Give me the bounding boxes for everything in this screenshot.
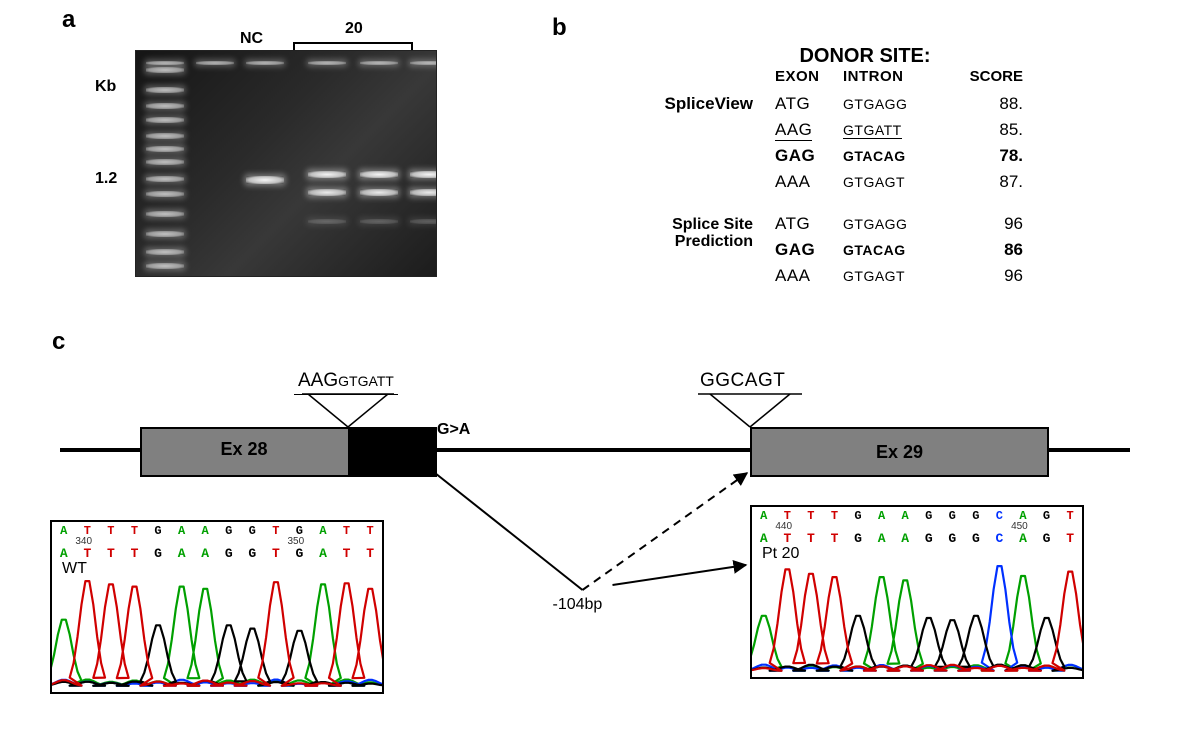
donor-exon-seq: AAA [775,172,843,192]
gel-sample-band [410,171,437,178]
panel-label-b: b [552,14,567,42]
gel-sample-band [360,189,398,196]
donor-title: DONOR SITE: [605,45,1125,68]
donor-intron-seq: GTGATT [843,122,953,139]
chromat-traces [52,522,382,692]
gel-ladder-band [146,211,184,217]
donor-row: AAAGTGAGT96 [605,266,1125,292]
donor-row: GAGGTACAG78. [605,146,1125,172]
donor-exon-seq: ATG [775,214,843,234]
gel-sample-band [308,189,346,196]
genomic-line-right [1045,448,1130,452]
donor-intron-seq: GTGAGT [843,268,953,284]
donor-intron-seq: GTGAGG [843,96,953,112]
chromat-traces [752,507,1082,677]
donor-intron-seq: GTACAG [843,242,953,258]
gel-ladder-band [146,103,184,109]
donor-score: 88. [953,94,1023,114]
figure-root: a b c NC 20 Kb 1.2 DONOR SITE: EXON INTR… [0,0,1200,733]
gel-ladder-band [146,191,184,197]
panel-a-gel: NC 20 Kb 1.2 [95,20,460,290]
gel-well [308,61,346,65]
donor-score: 96 [953,214,1023,234]
gel-ladder-band [146,231,184,237]
exon-29: Ex 29 [750,427,1049,477]
donor-exon-seq: AAA [775,266,843,286]
chromatogram-pt20: ATTTGAAGGGCAGT440450ATTTGAAGGGCAGTPt 20 [750,505,1084,679]
panel-b-donor-table: DONOR SITE: EXON INTRON SCORE SpliceView… [605,45,1125,292]
bracket-right-tick [411,42,413,50]
gel-well [246,61,284,65]
donor-intron-seq: GTGAGT [843,174,953,190]
donor-exon-seq: ATG [775,94,843,114]
gel-ladder-band [146,146,184,152]
donor-algorithm-name: SpliceView [605,94,775,114]
donor-exon-seq: GAG [775,146,843,166]
gel-label-1-2: 1.2 [95,170,117,188]
gel-label-nc: NC [240,30,263,48]
gel-sample-band [308,219,346,224]
donor-row: AAAGTGAGT87. [605,172,1125,198]
gel-sample-band [410,219,437,224]
panel-label-a: a [62,6,75,34]
exon-28-label: Ex 28 [140,439,348,460]
gel-label-20: 20 [345,20,363,38]
gel-ladder-band [146,133,184,139]
gel-ladder-band [146,263,184,269]
donor-exon-seq: AAG [775,120,843,141]
gel-well [360,61,398,65]
donor-col-exon: EXON [775,68,843,85]
donor-score: 96 [953,266,1023,286]
donor-row: Splice SitePredictionATGGTGAGG96 [605,214,1125,240]
panel-c-diagram: Ex 28 Ex 29 AAGGTGATT GGCAGT G>A -104bp ATTTGA… [50,330,1150,710]
gel-ladder-band [146,87,184,93]
donor-body: SpliceViewATGGTGAGG88.AAGGTGATT85.GAGGTA… [605,94,1125,292]
gel-ladder-band [146,176,184,182]
bracket-horizontal [293,42,413,44]
mutation-label: G>A [437,421,470,439]
gel-sample-band [410,189,437,196]
gel-ladder-band [146,249,184,255]
donor-col-intron: INTRON [843,68,953,85]
gel-nc-band [246,176,284,184]
gel-label-kb: Kb [95,78,116,96]
gel-sample-band [360,219,398,224]
donor-exon-seq: GAG [775,240,843,260]
donor-row: AAGGTGATT85. [605,120,1125,146]
cryptic-donor-callout: AAGGTGATT [294,370,398,395]
donor-header-row: EXON INTRON SCORE [605,68,1125,94]
chromatogram-wt: ATTTGAAGGTGATT340350ATTTGAAGGTGATTWT [50,520,384,694]
gel-ladder-band [146,67,184,73]
ggcagt-callout: GGCAGT [700,370,785,392]
donor-col-score: SCORE [953,68,1023,85]
gel-image [135,50,437,277]
deletion-size-label: -104bp [553,596,603,614]
gel-sample-band [360,171,398,178]
bracket-left-tick [293,42,295,50]
donor-algorithm-name: Splice SitePrediction [605,216,775,250]
gel-ladder-band [146,159,184,165]
donor-score: 86 [953,240,1023,260]
genomic-line-left [60,448,140,452]
donor-score: 85. [953,120,1023,140]
gel-ladder-band [146,117,184,123]
exon-28-deleted-region [348,427,437,477]
gel-sample-band [308,171,346,178]
donor-score: 87. [953,172,1023,192]
donor-intron-seq: GTGAGG [843,216,953,232]
gel-well [410,61,437,65]
donor-score: 78. [953,146,1023,166]
donor-intron-seq: GTACAG [843,148,953,164]
gel-well [196,61,234,65]
genomic-line-intron [435,448,750,452]
donor-row: SpliceViewATGGTGAGG88. [605,94,1125,120]
gel-well [146,61,184,65]
